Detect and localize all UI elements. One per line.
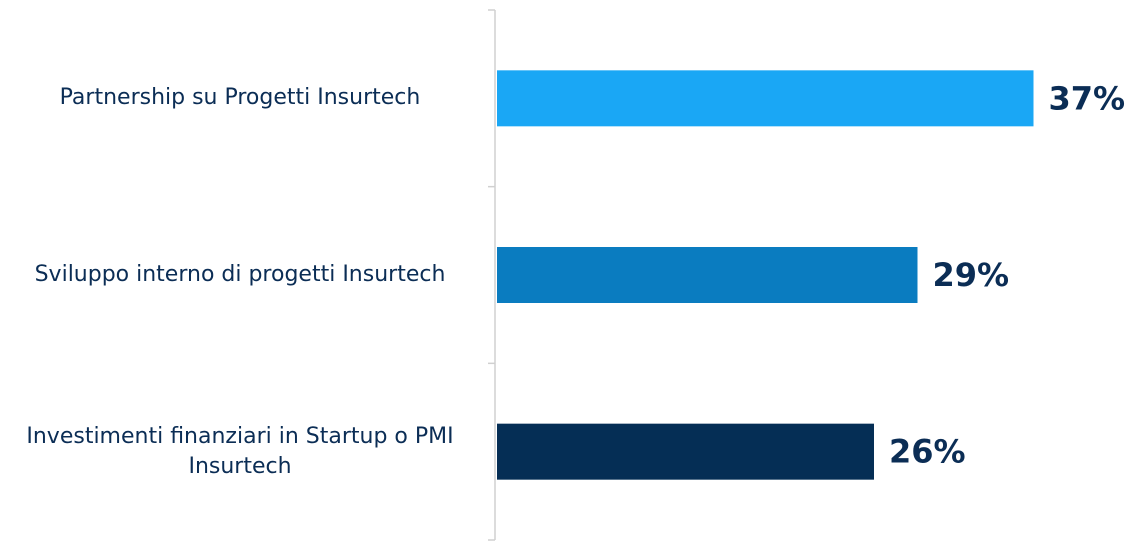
bar <box>497 423 874 480</box>
category-label: Partnership su Progetti Insurtech <box>59 85 421 111</box>
category-label: Investimenti finanziari in Startup o PMI… <box>26 423 454 479</box>
value-label: 37% <box>1049 79 1126 117</box>
value-label: 29% <box>933 256 1010 294</box>
value-label: 26% <box>889 433 966 471</box>
bar <box>497 70 1034 127</box>
category-label: Sviluppo interno di progetti Insurtech <box>34 262 446 287</box>
bar <box>497 247 918 303</box>
